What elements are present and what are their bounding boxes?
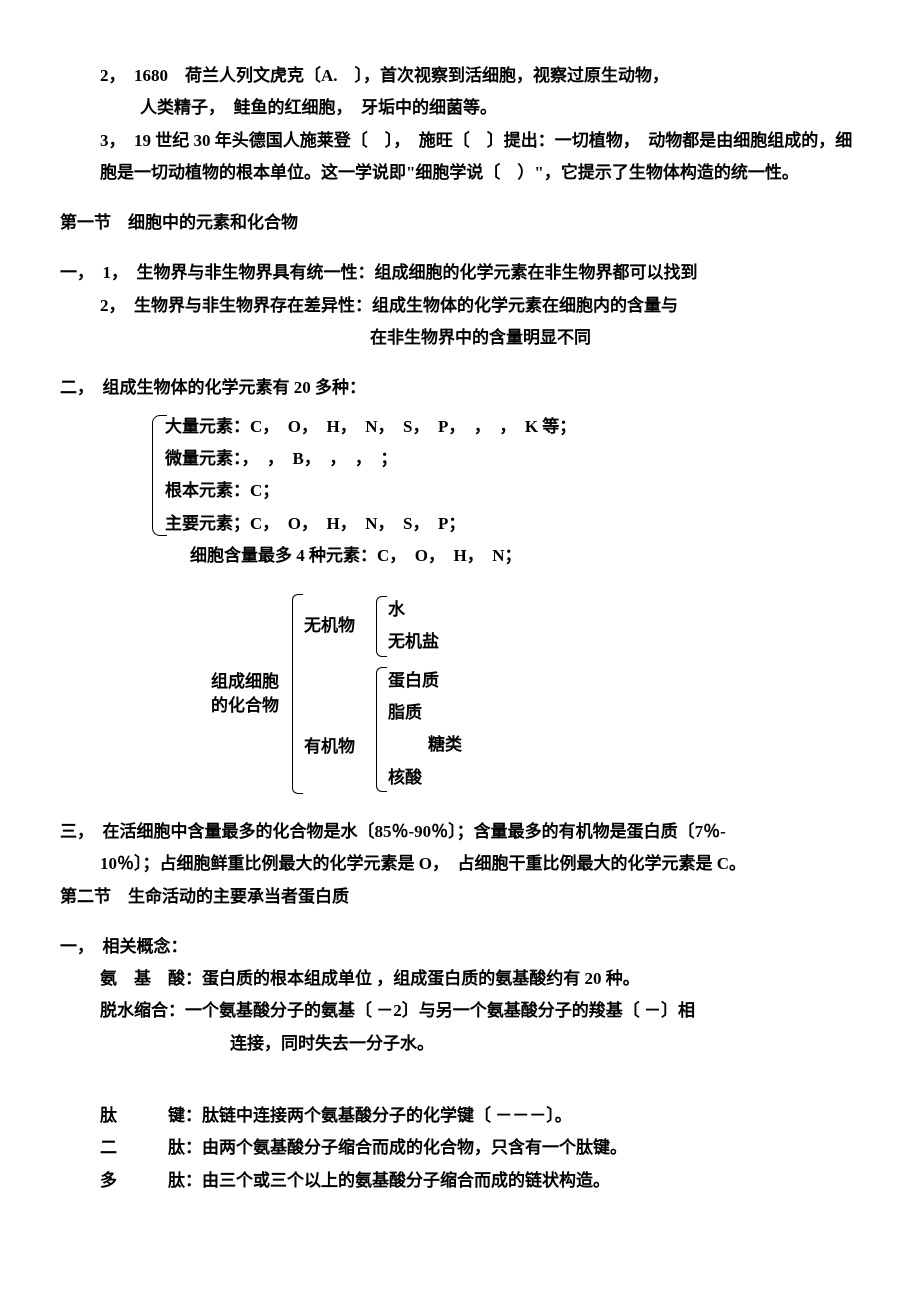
amino-acid-def: 氨 基 酸：蛋白质的根本组成单位 ，组成蛋白质的氨基酸约有 20 种。	[60, 963, 860, 995]
text: 2， 1680 荷兰人列文虎克〔A. 〕，首次视察到活细胞，视察过原生动物，	[100, 66, 669, 85]
elements-bracket-group: 大量元素：C， O， H， N， S， P， ， ， K 等； 微量元素：， ，…	[60, 411, 860, 540]
leaf-sugar: 糖类	[428, 729, 462, 761]
organic-label: 有机物	[304, 731, 374, 763]
polypeptide-def: 多 肽：由三个或三个以上的氨基酸分子缩合而成的链状构造。	[60, 1165, 860, 1197]
concepts-heading: 一， 相关概念：	[60, 931, 860, 963]
dehydration-line1: 脱水缩合：一个氨基酸分子的氨基〔 －2〕与另一个氨基酸分子的羧基〔 －〕相	[60, 995, 860, 1027]
dipeptide-def: 二 肽：由两个氨基酸分子缩合而成的化合物，只含有一个肽键。	[60, 1132, 860, 1164]
leaf-salt: 无机盐	[388, 626, 439, 658]
basic-element: 根本元素：C；	[165, 475, 860, 507]
section-2-title: 第二节 生命活动的主要承当者蛋白质	[60, 881, 860, 913]
peptide-bond-def: 肽 键：肽链中连接两个氨基酸分子的化学键〔 －－－〕。	[60, 1100, 860, 1132]
leaf-water: 水	[388, 594, 439, 626]
main-elements: 主要元素；C， O， H， N， S， P；	[165, 508, 860, 540]
tree-root-l2: 的化合物	[200, 694, 290, 718]
item-2-line1: 2， 1680 荷兰人列文虎克〔A. 〕，首次视察到活细胞，视察过原生动物，	[60, 60, 860, 92]
trace-elements: 微量元素：， ， B， ， ， ；	[165, 443, 860, 475]
point-1-1: 一， 1， 生物界与非生物界具有统一性：组成细胞的化学元素在非生物界都可以找到	[60, 257, 860, 289]
item-2-line2: 人类精子， 鲑鱼的红细胞， 牙垢中的细菌等。	[60, 92, 860, 124]
point-1-2-line1: 2， 生物界与非生物界存在差异性：组成生物体的化学元素在细胞内的含量与	[60, 290, 860, 322]
major-elements: 大量元素：C， O， H， N， S， P， ， ， K 等；	[165, 411, 860, 443]
text: 人类精子， 鲑鱼的红细胞， 牙垢中的细菌等。	[140, 98, 497, 117]
compound-tree: 组成细胞 的化合物 无机物 水 无机盐 有机物 蛋白质 脂质 糖类 核酸	[200, 592, 860, 796]
point-3-line2: 10％〕；占细胞鲜重比例最大的化学元素是 O， 占细胞干重比例最大的化学元素是 …	[60, 848, 860, 880]
section-1-title: 第一节 细胞中的元素和化合物	[60, 207, 860, 239]
point-2-heading: 二， 组成生物体的化学元素有 20 多种：	[60, 372, 860, 404]
point-3-line1: 三， 在活细胞中含量最多的化合物是水〔85％-90％〕；含量最多的有机物是蛋白质…	[60, 816, 860, 848]
top4-elements: 细胞含量最多 4 种元素：C， O， H， N；	[60, 540, 860, 572]
leaf-lipid: 脂质	[388, 697, 462, 729]
item-3: 3， 19 世纪 30 年头德国人施莱登〔 〕， 施旺〔 〕提出：一切植物， 动…	[60, 125, 860, 190]
leaf-protein: 蛋白质	[388, 665, 462, 697]
leaf-nucleic: 核酸	[388, 762, 462, 794]
dehydration-line2: 连接，同时失去一分子水。	[60, 1028, 860, 1060]
tree-root: 组成细胞 的化合物	[200, 670, 290, 718]
text: 3， 19 世纪 30 年头德国人施莱登〔 〕， 施旺〔 〕提出：一切植物， 动…	[100, 125, 860, 190]
tree-root-l1: 组成细胞	[200, 670, 290, 694]
point-1-2-line2: 在非生物界中的含量明显不同	[60, 322, 860, 354]
inorganic-label: 无机物	[304, 610, 374, 642]
